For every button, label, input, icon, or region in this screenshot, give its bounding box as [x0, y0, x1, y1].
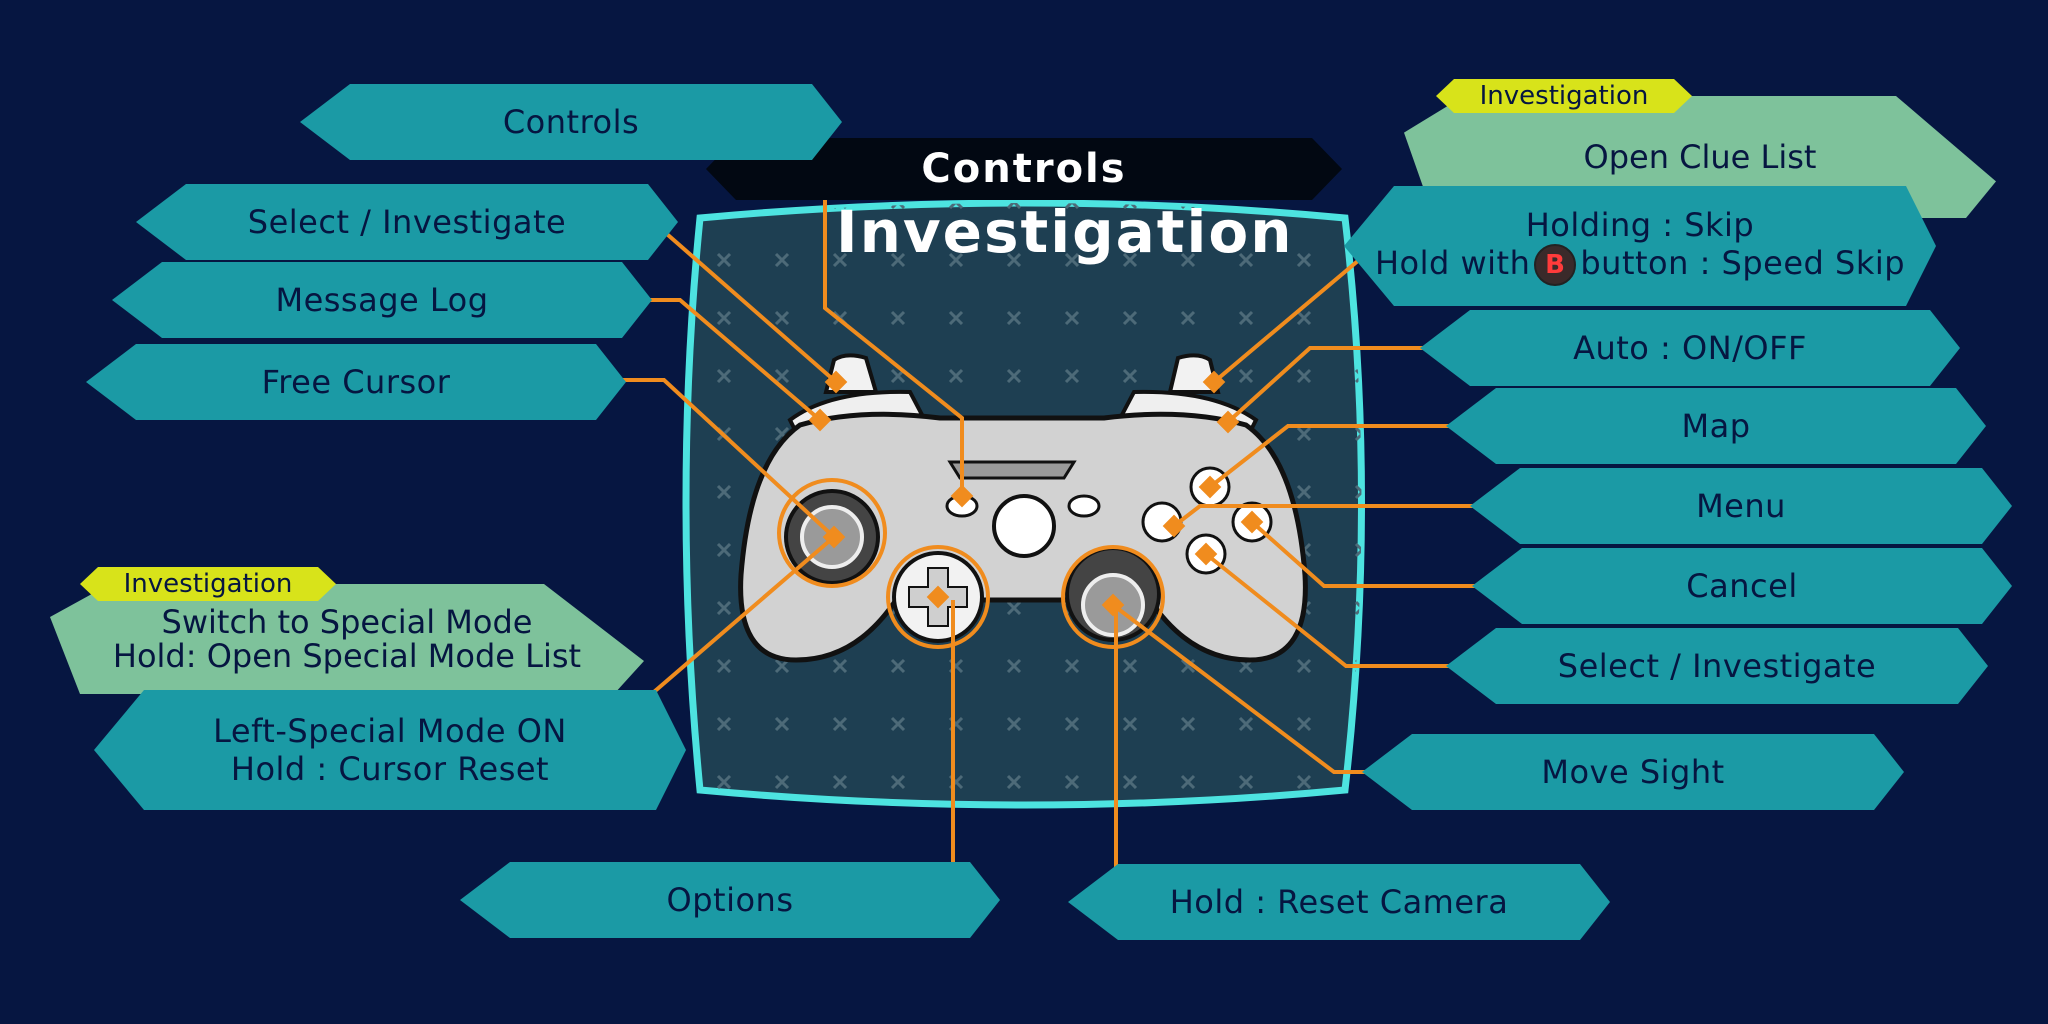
- cancel-label[interactable]: Cancel: [1472, 548, 2012, 624]
- message-log-label[interactable]: Message Log: [112, 262, 652, 338]
- switch-special-mode-label[interactable]: Switch to Special Mode Hold: Open Specia…: [50, 584, 644, 694]
- move-sight-text: Move Sight: [1541, 753, 1725, 791]
- skip-line1: Holding : Skip: [1525, 206, 1755, 244]
- select-investigate-left-text: Select / Investigate: [247, 203, 567, 241]
- free-cursor-text: Free Cursor: [261, 363, 451, 401]
- screen-title: Investigation: [836, 198, 1294, 266]
- switch-special-line2: Hold: Open Special Mode List: [112, 637, 582, 675]
- menu-label[interactable]: Menu: [1470, 468, 2012, 544]
- controls-button-label[interactable]: Controls: [300, 84, 842, 160]
- skip-line2-pre: Hold with: [1374, 244, 1531, 282]
- select-investigate-left-label[interactable]: Select / Investigate: [136, 184, 678, 260]
- free-cursor-label[interactable]: Free Cursor: [86, 344, 626, 420]
- map-text: Map: [1681, 407, 1751, 445]
- open-clue-list-text: Open Clue List: [1583, 138, 1817, 176]
- options-label[interactable]: Options: [460, 862, 1000, 938]
- investigation-tag-left: Investigation: [80, 567, 336, 601]
- b-button-icon: B: [1534, 244, 1576, 286]
- reset-camera-label[interactable]: Hold : Reset Camera: [1068, 864, 1610, 940]
- left-special-line1: Left-Special Mode ON: [213, 712, 567, 750]
- controls-label-text: Controls: [502, 103, 640, 141]
- move-sight-label[interactable]: Move Sight: [1362, 734, 1904, 810]
- leader-lines: [610, 120, 1484, 870]
- investigation-tag-right: Investigation: [1436, 79, 1692, 113]
- left-special-mode-label[interactable]: Left-Special Mode ON Hold : Cursor Reset: [94, 690, 686, 810]
- message-log-text: Message Log: [275, 281, 489, 319]
- options-text: Options: [666, 881, 794, 919]
- select-investigate-right-label[interactable]: Select / Investigate: [1446, 628, 1988, 704]
- skip-line2-post: button : Speed Skip: [1580, 244, 1906, 282]
- left-special-line2: Hold : Cursor Reset: [230, 750, 550, 788]
- menu-text: Menu: [1696, 487, 1786, 525]
- map-label[interactable]: Map: [1446, 388, 1986, 464]
- auto-label[interactable]: Auto : ON/OFF: [1420, 310, 1960, 386]
- switch-special-line1: Switch to Special Mode: [161, 603, 533, 641]
- cancel-text: Cancel: [1686, 567, 1798, 605]
- auto-text: Auto : ON/OFF: [1573, 329, 1807, 367]
- reset-camera-text: Hold : Reset Camera: [1169, 883, 1509, 921]
- select-investigate-right-text: Select / Investigate: [1557, 647, 1877, 685]
